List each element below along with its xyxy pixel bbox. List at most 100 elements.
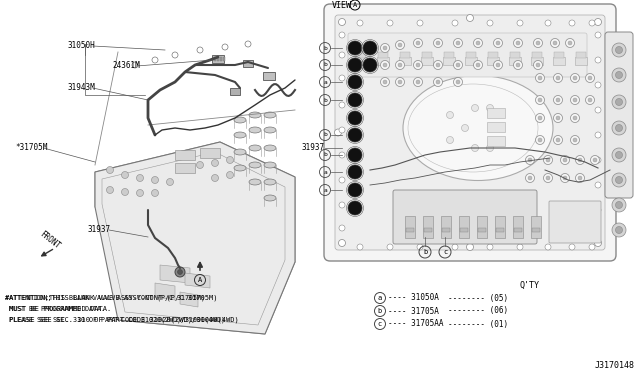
Circle shape (175, 267, 185, 277)
Bar (514, 228, 522, 232)
Circle shape (525, 155, 534, 164)
Circle shape (398, 43, 402, 47)
Polygon shape (180, 292, 198, 307)
Bar (422, 52, 432, 58)
Ellipse shape (234, 149, 246, 155)
Circle shape (348, 58, 362, 72)
Text: a: a (323, 187, 327, 192)
Bar (553, 57, 565, 65)
Circle shape (545, 20, 551, 26)
Text: VIEW: VIEW (332, 0, 352, 10)
Bar (356, 52, 366, 58)
Circle shape (528, 158, 532, 162)
Bar (220, 57, 222, 61)
Circle shape (339, 102, 345, 108)
Bar (442, 228, 450, 232)
Bar (531, 57, 543, 65)
Bar (441, 216, 451, 238)
Bar (513, 216, 523, 238)
Text: ---- 31705AA: ---- 31705AA (388, 320, 444, 328)
Circle shape (417, 20, 423, 26)
Circle shape (612, 173, 626, 187)
Circle shape (616, 151, 623, 158)
Circle shape (536, 74, 545, 83)
Bar (487, 136, 505, 146)
Circle shape (339, 19, 346, 26)
Circle shape (348, 75, 362, 89)
Polygon shape (155, 283, 175, 300)
Circle shape (563, 158, 567, 162)
Ellipse shape (264, 112, 276, 118)
Circle shape (476, 41, 480, 45)
Bar (532, 228, 540, 232)
Circle shape (381, 61, 390, 70)
Text: Q'TY: Q'TY (520, 280, 540, 289)
FancyBboxPatch shape (348, 33, 587, 77)
Circle shape (335, 129, 342, 136)
Circle shape (616, 99, 623, 106)
Circle shape (417, 244, 423, 250)
Ellipse shape (249, 162, 261, 168)
Circle shape (516, 193, 520, 197)
Circle shape (569, 244, 575, 250)
Circle shape (493, 38, 502, 48)
Circle shape (538, 98, 542, 102)
Circle shape (222, 44, 228, 50)
Circle shape (538, 116, 542, 120)
Circle shape (589, 20, 595, 26)
Text: -------- (01): -------- (01) (448, 320, 508, 328)
Circle shape (396, 41, 404, 49)
Circle shape (447, 112, 454, 119)
Bar (460, 228, 468, 232)
Circle shape (211, 174, 218, 182)
Bar (421, 57, 433, 65)
Circle shape (554, 135, 563, 144)
Circle shape (172, 52, 178, 58)
Circle shape (383, 46, 387, 50)
Circle shape (339, 75, 345, 81)
Bar (378, 52, 388, 58)
Circle shape (413, 38, 422, 48)
Circle shape (433, 190, 442, 199)
Circle shape (493, 190, 502, 199)
Circle shape (593, 158, 597, 162)
Circle shape (357, 20, 363, 26)
Polygon shape (95, 142, 295, 262)
Bar (509, 57, 521, 65)
Circle shape (528, 176, 532, 180)
Circle shape (433, 38, 442, 48)
Circle shape (536, 113, 545, 122)
Circle shape (496, 41, 500, 45)
Bar (443, 57, 455, 65)
Circle shape (556, 138, 560, 142)
Bar (175, 150, 195, 160)
Circle shape (456, 213, 460, 217)
Text: -------- (06): -------- (06) (448, 307, 508, 315)
Circle shape (398, 213, 402, 217)
Circle shape (525, 173, 534, 183)
Text: b: b (323, 97, 327, 103)
Circle shape (550, 38, 559, 48)
Circle shape (573, 116, 577, 120)
Circle shape (436, 63, 440, 67)
Circle shape (413, 211, 422, 219)
Text: PLEASE SEE SEC. 310 OF PART CODE 31020(2WD)/31000(4WD): PLEASE SEE SEC. 310 OF PART CODE 31020(2… (5, 317, 225, 323)
Circle shape (612, 95, 626, 109)
Text: 24361M: 24361M (112, 61, 140, 71)
Circle shape (595, 157, 601, 163)
Bar (243, 60, 253, 67)
Circle shape (595, 107, 601, 113)
Circle shape (348, 183, 362, 197)
Circle shape (546, 176, 550, 180)
Circle shape (612, 43, 626, 57)
FancyBboxPatch shape (324, 4, 616, 261)
Circle shape (554, 113, 563, 122)
Bar (230, 88, 240, 95)
Circle shape (543, 155, 552, 164)
Circle shape (616, 227, 623, 234)
Circle shape (339, 240, 346, 247)
Circle shape (474, 211, 483, 219)
Circle shape (517, 244, 523, 250)
Polygon shape (95, 142, 295, 334)
Circle shape (612, 223, 626, 237)
